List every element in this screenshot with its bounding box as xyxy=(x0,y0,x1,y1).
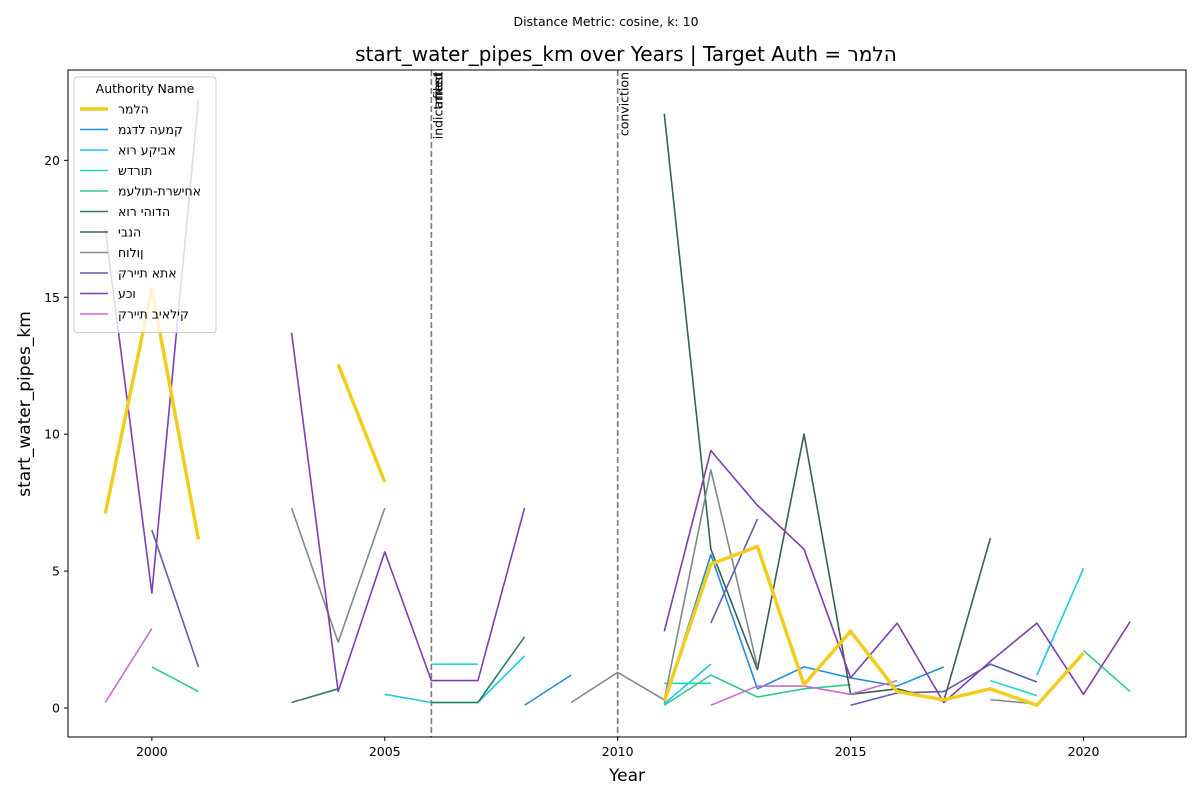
series-segment xyxy=(151,529,200,668)
legend-item: קילאיב תיירק xyxy=(80,307,189,322)
series-segment xyxy=(662,544,1085,707)
plot-area xyxy=(68,70,1186,737)
series-segment xyxy=(850,663,1038,707)
series-segment xyxy=(1082,649,1131,693)
legend-label: קמעה לדגמ xyxy=(118,122,183,137)
legend-item: תורדש xyxy=(80,163,152,178)
legend-label: הדוהי רוא xyxy=(118,204,170,219)
y-axis: 0 5 10 15 20 xyxy=(44,153,68,715)
series-segment xyxy=(710,518,759,624)
event-label: indictment xyxy=(430,72,445,139)
legend-item: אביקע רוא xyxy=(80,143,176,158)
y-tick-label: 0 xyxy=(52,700,60,715)
series-line xyxy=(524,553,945,706)
y-tick-label: 10 xyxy=(44,427,60,442)
legend-box xyxy=(73,76,217,333)
series-line xyxy=(291,636,526,704)
chart-title: start_water_pipes_km over Years | Target… xyxy=(355,42,897,66)
series-segment xyxy=(291,688,339,704)
series-segment xyxy=(290,332,526,693)
x-axis: 2000 2005 2010 2015 2020 xyxy=(136,737,1100,759)
legend-item: ןולוח xyxy=(80,245,144,260)
series-segment xyxy=(524,674,572,706)
legend-label: תורדש xyxy=(118,163,152,178)
legend-item: קמעה לדגמ xyxy=(80,122,183,137)
series-segment xyxy=(1036,568,1085,676)
x-tick-label: 2015 xyxy=(835,744,867,759)
x-tick-label: 2000 xyxy=(136,744,168,759)
legend-label: וכע xyxy=(118,286,136,301)
legend-item: אחישרת-תולעמ xyxy=(80,184,201,199)
series-segment xyxy=(104,628,153,703)
y-axis-label: start_water_pipes_km xyxy=(15,311,35,497)
legend-label: אביקע רוא xyxy=(118,143,176,158)
series-line xyxy=(151,649,1131,706)
series-segment xyxy=(663,674,851,706)
legend-item: הנבי xyxy=(80,225,141,240)
chart-suptitle: Distance Metric: cosine, k: 10 xyxy=(513,14,698,29)
x-tick-label: 2010 xyxy=(602,744,634,759)
legend-item: וכע xyxy=(80,286,136,301)
series-line xyxy=(151,518,1038,707)
event-label: conviction xyxy=(617,72,632,136)
x-tick-label: 2005 xyxy=(369,744,401,759)
legend-label: קילאיב תיירק xyxy=(118,307,189,322)
event-label: arrest xyxy=(430,72,445,109)
legend-label: אחישרת-תולעמ xyxy=(118,184,201,199)
series-segment xyxy=(663,553,945,703)
legend-label: ןולוח xyxy=(118,245,144,260)
legend: Authority Name הלמר קמעה לדגמ אביקע רוא תורד… xyxy=(73,76,217,333)
y-tick-label: 5 xyxy=(52,564,60,579)
y-tick-label: 20 xyxy=(44,153,60,168)
x-tick-label: 2020 xyxy=(1068,744,1100,759)
event-label: filed xyxy=(430,72,445,99)
series-segment xyxy=(336,363,387,483)
legend-title: Authority Name xyxy=(96,81,195,96)
legend-label: אתא תיירק xyxy=(118,266,177,281)
legend-item: אתא תיירק xyxy=(80,266,177,281)
x-axis-label: Year xyxy=(608,766,645,786)
plot-frame xyxy=(67,69,1187,738)
legend-item: הדוהי רוא xyxy=(80,204,170,219)
y-tick-label: 15 xyxy=(44,290,60,305)
series-segment xyxy=(151,666,199,693)
legend-label: הלמר xyxy=(118,102,149,117)
series-segment xyxy=(990,679,1038,697)
series-segment xyxy=(290,507,386,644)
legend-item: הלמר xyxy=(80,102,149,117)
legend-label: הנבי xyxy=(118,225,141,240)
series-segment xyxy=(431,636,526,704)
series-segment xyxy=(663,449,1131,704)
